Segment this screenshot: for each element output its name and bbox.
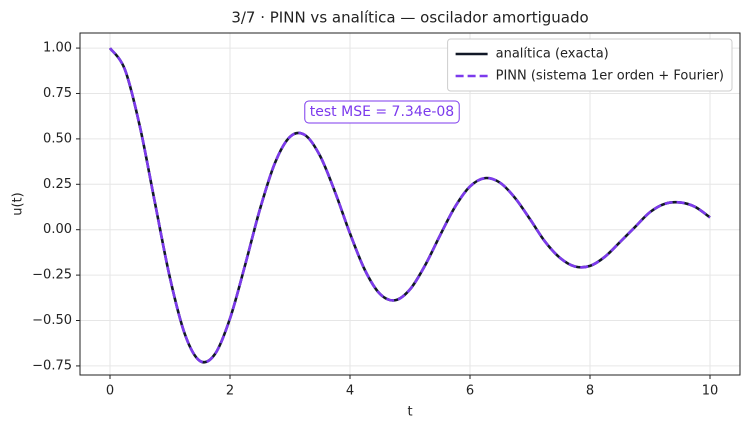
y-tick-label: −0.75 — [32, 358, 72, 373]
x-tick-label: 8 — [586, 384, 594, 399]
series-line — [108, 47, 711, 364]
legend-label: analítica (exacta) — [496, 47, 609, 62]
legend-frame — [447, 38, 733, 92]
x-axis-label: t — [407, 405, 412, 420]
y-tick-label: −0.50 — [32, 313, 72, 328]
x-tick-label: 10 — [702, 384, 719, 399]
x-tick-label: 2 — [226, 384, 234, 399]
annotation-text: test MSE = 7.34e-08 — [310, 104, 454, 120]
x-tick-label: 0 — [106, 384, 114, 399]
y-tick-label: 0.00 — [43, 222, 72, 237]
plot-frame — [79, 32, 741, 376]
y-axis-label: u(t) — [11, 192, 26, 215]
series-line — [108, 47, 711, 364]
y-tick-label: 0.25 — [43, 177, 72, 192]
y-tick-label: −0.25 — [32, 268, 72, 283]
y-tick-label: 0.75 — [43, 86, 72, 101]
y-tick-label: 1.00 — [43, 41, 72, 56]
annotation: test MSE = 7.34e-08 — [304, 100, 460, 124]
x-tick-label: 6 — [466, 384, 474, 399]
legend: analítica (exacta) PINN (sistema 1er orde… — [447, 38, 733, 92]
legend-label: PINN (sistema 1er orden + Fourier) — [496, 69, 724, 84]
y-tick-label: 0.50 — [43, 131, 72, 146]
chart-title: 3/7 · PINN vs analítica — oscilador amor… — [231, 9, 588, 27]
x-tick-label: 4 — [346, 384, 354, 399]
annotation-box — [304, 100, 460, 124]
